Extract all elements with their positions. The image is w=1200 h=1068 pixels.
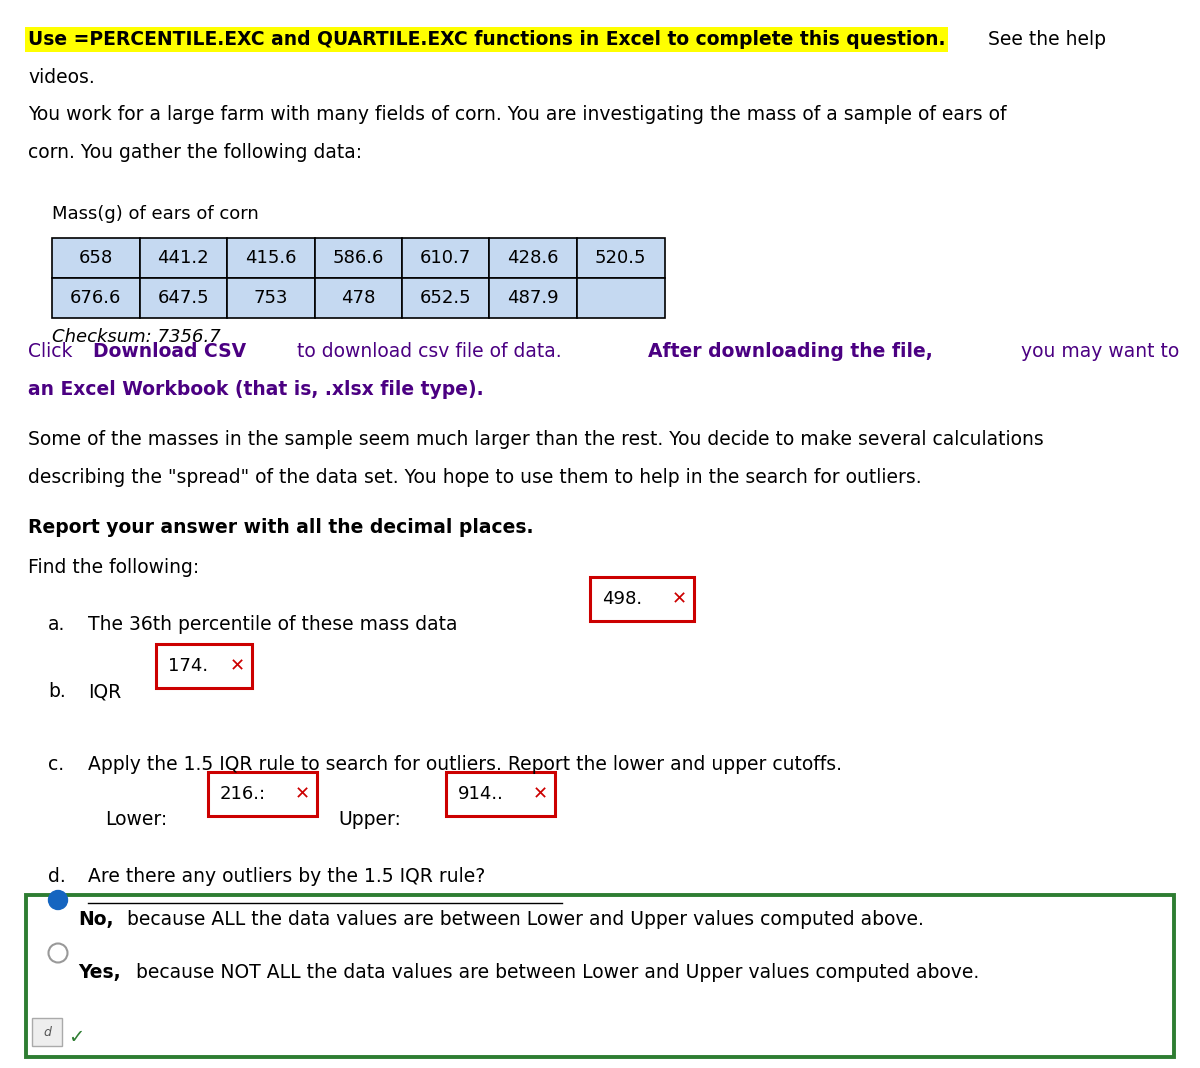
Text: Mass(g) of ears of corn: Mass(g) of ears of corn [52,205,259,223]
Text: See the help: See the help [982,30,1106,49]
Text: to download csv file of data.: to download csv file of data. [290,342,568,361]
Text: Yes,: Yes, [78,963,121,981]
Text: Apply the 1.5 IQR rule to search for outliers. Report the lower and upper cutoff: Apply the 1.5 IQR rule to search for out… [88,755,842,774]
FancyBboxPatch shape [139,238,227,278]
Text: 428.6: 428.6 [508,249,559,267]
Text: ✕: ✕ [229,657,245,675]
Text: Are there any outliers by the 1.5 IQR rule?: Are there any outliers by the 1.5 IQR ru… [88,867,485,886]
Text: Report your answer with all the decimal places.: Report your answer with all the decimal … [28,518,534,537]
Text: ✕: ✕ [294,785,310,803]
Text: 753: 753 [253,289,288,307]
Text: b.: b. [48,682,66,701]
Text: ✕: ✕ [672,590,686,608]
Text: 441.2: 441.2 [157,249,209,267]
FancyBboxPatch shape [314,278,402,318]
FancyBboxPatch shape [490,278,577,318]
Text: corn. You gather the following data:: corn. You gather the following data: [28,143,362,162]
Text: 487.9: 487.9 [508,289,559,307]
Circle shape [48,891,67,910]
Text: ✓: ✓ [68,1028,84,1047]
Text: 610.7: 610.7 [420,249,472,267]
FancyBboxPatch shape [490,238,577,278]
FancyBboxPatch shape [446,772,556,816]
Text: ✕: ✕ [533,785,547,803]
Text: d.: d. [48,867,66,886]
Text: 586.6: 586.6 [332,249,384,267]
Text: Find the following:: Find the following: [28,557,199,577]
FancyBboxPatch shape [26,895,1174,1057]
FancyBboxPatch shape [577,278,665,318]
Text: 647.5: 647.5 [157,289,209,307]
Text: 520.5: 520.5 [595,249,647,267]
FancyBboxPatch shape [402,238,490,278]
FancyBboxPatch shape [156,644,252,688]
Text: because ALL the data values are between Lower and Upper values computed above.: because ALL the data values are between … [121,910,924,929]
Text: you may want to: you may want to [1015,342,1186,361]
Text: 174.: 174. [168,657,214,675]
FancyBboxPatch shape [227,238,314,278]
FancyBboxPatch shape [139,278,227,318]
Text: Upper:: Upper: [338,810,401,829]
Text: 658: 658 [79,249,113,267]
Text: Lower:: Lower: [106,810,167,829]
Text: After downloading the file,: After downloading the file, [648,342,932,361]
FancyBboxPatch shape [52,238,139,278]
FancyBboxPatch shape [52,278,139,318]
Text: because NOT ALL the data values are between Lower and Upper values computed abov: because NOT ALL the data values are betw… [130,963,979,981]
Text: Use =PERCENTILE.EXC and QUARTILE.EXC functions in Excel to complete this questio: Use =PERCENTILE.EXC and QUARTILE.EXC fun… [28,30,946,49]
FancyBboxPatch shape [402,278,490,318]
Text: Click: Click [28,342,78,361]
FancyBboxPatch shape [208,772,317,816]
Text: videos.: videos. [28,68,95,87]
Text: Download CSV: Download CSV [94,342,246,361]
Text: No,: No, [78,910,114,929]
Text: Checksum: 7356.7: Checksum: 7356.7 [52,328,221,346]
Text: c.: c. [48,755,64,774]
Text: The 36th percentile of these mass data: The 36th percentile of these mass data [88,615,457,634]
Circle shape [48,943,67,962]
Text: 676.6: 676.6 [70,289,121,307]
Text: 914..: 914.. [458,785,504,803]
FancyBboxPatch shape [227,278,314,318]
Text: 216.:: 216.: [220,785,266,803]
FancyBboxPatch shape [32,1018,62,1046]
FancyBboxPatch shape [577,238,665,278]
Text: describing the "spread" of the data set. You hope to use them to help in the sea: describing the "spread" of the data set.… [28,468,922,487]
Text: IQR: IQR [88,682,121,701]
Text: d: d [43,1025,50,1038]
Text: 415.6: 415.6 [245,249,296,267]
Text: 478: 478 [341,289,376,307]
Text: a.: a. [48,615,65,634]
Text: an Excel Workbook (that is, .xlsx file type).: an Excel Workbook (that is, .xlsx file t… [28,380,484,399]
Text: 652.5: 652.5 [420,289,472,307]
Text: 498.: 498. [602,590,642,608]
Text: You work for a large farm with many fields of corn. You are investigating the ma: You work for a large farm with many fiel… [28,105,1007,124]
Text: Some of the masses in the sample seem much larger than the rest. You decide to m: Some of the masses in the sample seem mu… [28,430,1044,449]
FancyBboxPatch shape [314,238,402,278]
FancyBboxPatch shape [590,577,694,621]
